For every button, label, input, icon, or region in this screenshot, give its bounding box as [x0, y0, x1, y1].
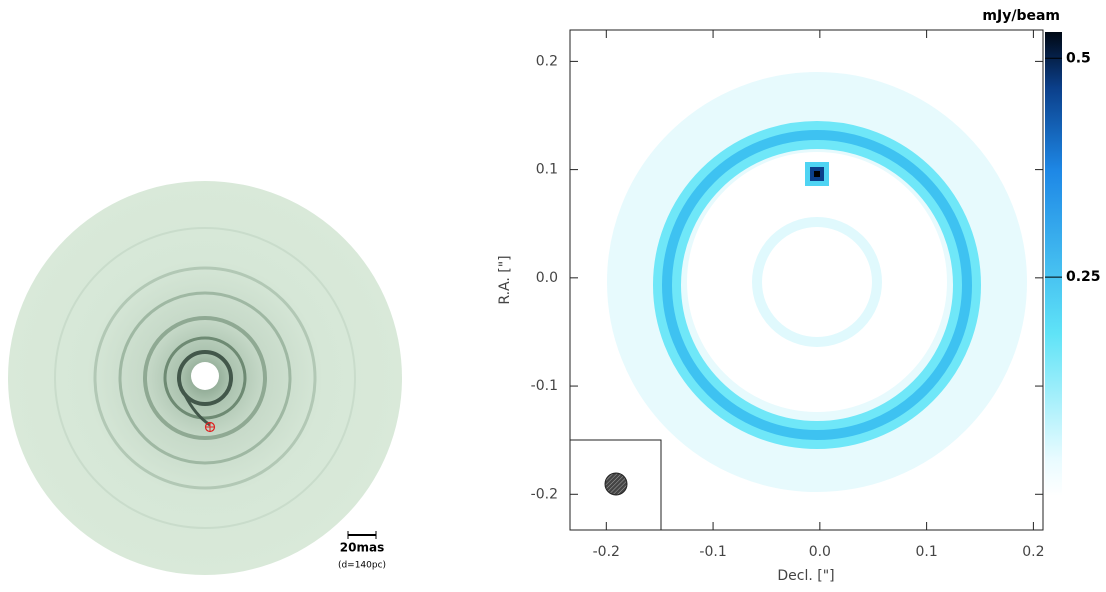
x-tick-label: 0.1 [915, 544, 937, 560]
x-tick-label: 0.0 [809, 544, 831, 560]
x-tick-label: -0.1 [699, 544, 726, 560]
disk-image [8, 181, 402, 575]
y-tick-label: 0.1 [536, 162, 558, 178]
figure: 20mas (d=140pc) mJy/beam Decl. ["] R.A. … [0, 0, 1106, 588]
colorbar [1045, 32, 1062, 496]
distance-label: (d=140pc) [338, 561, 386, 571]
x-tick-label: 0.2 [1022, 544, 1044, 560]
y-tick-label: -0.1 [531, 378, 558, 394]
ring-image [570, 112, 987, 530]
x-tick-label: -0.2 [593, 544, 620, 560]
x-axis-label: Decl. ["] [777, 568, 834, 584]
y-tick-label: -0.2 [531, 486, 558, 502]
colorbar-tick-label: 0.25 [1066, 269, 1101, 285]
y-tick-label: 0.2 [536, 53, 558, 69]
scale-label: 20mas [340, 541, 384, 555]
colorbar-tick-label: 0.5 [1066, 50, 1091, 66]
y-axis-label: R.A. ["] [497, 255, 513, 304]
colorbar-label: mJy/beam [982, 8, 1060, 24]
y-tick-label: 0.0 [536, 270, 558, 286]
